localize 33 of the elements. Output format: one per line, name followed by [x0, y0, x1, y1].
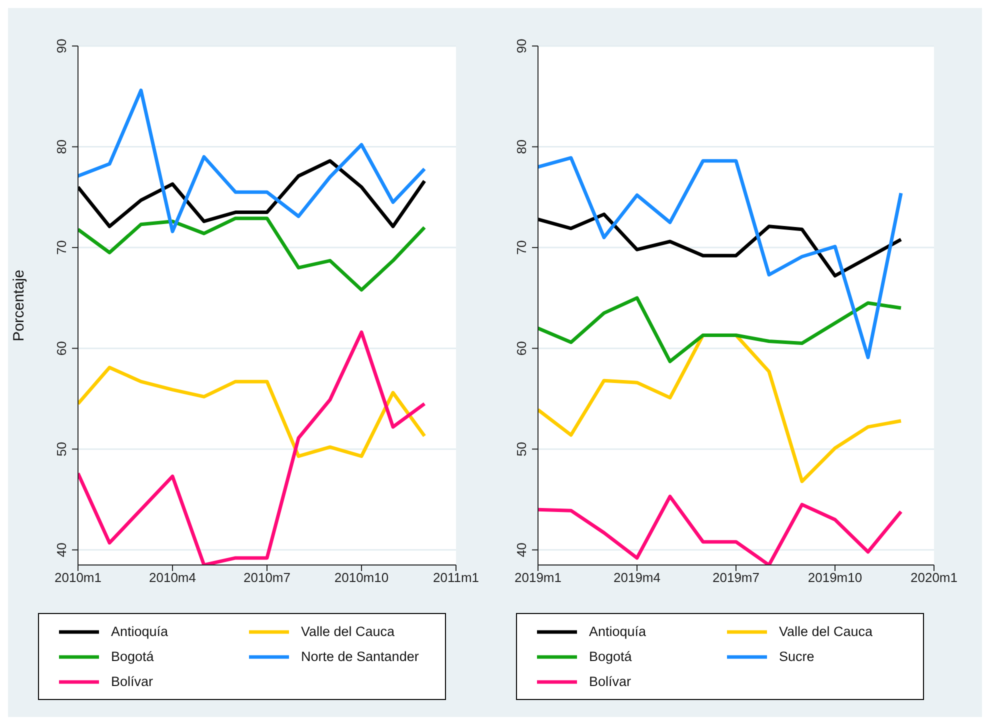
x-tick-label: 2011m1: [432, 570, 480, 586]
y-tick-label: 90: [514, 38, 529, 54]
y-axis-title: Porcentaje: [10, 270, 28, 342]
legend-label: Norte de Santander: [301, 649, 419, 664]
x-tick-label: 2020m1: [910, 570, 958, 586]
y-tick-label: 40: [514, 542, 529, 558]
legend-label: Valle del Cauca: [301, 624, 395, 639]
y-tick-label: 80: [514, 140, 529, 154]
legend-label: Antioquía: [111, 624, 168, 639]
x-tick-label: 2019m1: [514, 570, 562, 586]
legend-label: Bogotá: [589, 649, 632, 664]
y-tick-label: 50: [54, 442, 69, 456]
legend-label: Bolívar: [111, 674, 154, 689]
x-tick-label: 2010m7: [244, 570, 290, 586]
x-tick-label: 2019m7: [712, 570, 760, 586]
y-tick-label: 70: [54, 240, 69, 255]
legend-label: Sucre: [779, 649, 814, 664]
x-tick-label: 2019m4: [614, 570, 660, 586]
y-tick-label: 60: [514, 341, 529, 356]
legend-label: Antioquía: [589, 624, 646, 639]
y-tick-label: 70: [514, 240, 529, 255]
x-tick-label: 2010m10: [334, 570, 389, 586]
y-tick-label: 40: [54, 542, 69, 558]
x-tick-label: 2010m1: [54, 570, 102, 586]
legend-label: Bogotá: [111, 649, 154, 664]
y-tick-label: 80: [54, 140, 69, 154]
y-tick-label: 50: [514, 442, 529, 456]
legend-label: Bolívar: [589, 674, 632, 689]
x-tick-label: 2010m4: [149, 570, 196, 586]
x-tick-label: 2019m10: [808, 570, 862, 586]
legend-label: Valle del Cauca: [779, 624, 873, 639]
y-tick-label: 60: [54, 341, 69, 356]
y-tick-label: 90: [54, 38, 69, 54]
